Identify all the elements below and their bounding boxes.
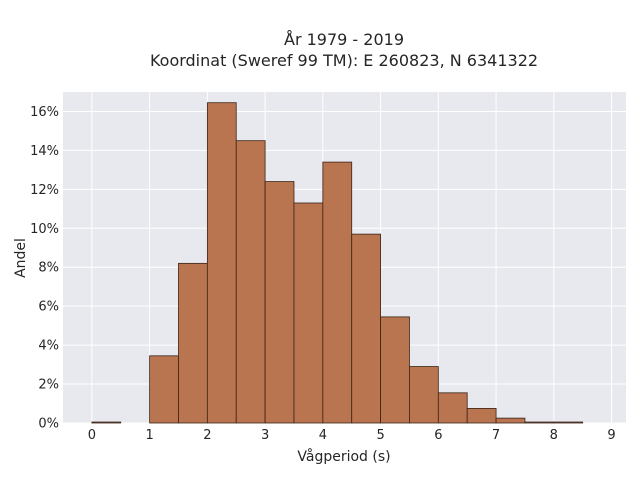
histogram-bar xyxy=(553,421,584,424)
x-tick-label: 6 xyxy=(434,428,442,443)
histogram-bar xyxy=(178,262,208,424)
histogram-bar xyxy=(495,417,526,424)
x-tick-label: 4 xyxy=(319,428,327,443)
histogram-bar xyxy=(409,366,439,424)
histogram-bar xyxy=(380,316,410,424)
histogram-bar xyxy=(524,421,555,424)
y-tick-label: 4% xyxy=(38,339,59,354)
x-tick-label: 1 xyxy=(145,428,153,443)
histogram-bar xyxy=(235,140,266,424)
x-tick-label: 9 xyxy=(607,428,615,443)
histogram-bar xyxy=(437,392,468,424)
x-axis-label: Vågperiod (s) xyxy=(297,448,390,465)
y-tick-label: 12% xyxy=(30,183,59,198)
x-tick-label: 2 xyxy=(203,428,211,443)
histogram-bar xyxy=(351,233,381,424)
y-tick-label: 16% xyxy=(30,105,59,120)
y-tick-label: 10% xyxy=(30,222,59,237)
y-tick-label: 14% xyxy=(30,144,59,159)
y-tick-label: 2% xyxy=(38,378,59,393)
x-tick-label: 8 xyxy=(550,428,558,443)
bars xyxy=(91,102,584,424)
histogram-bar xyxy=(264,181,295,424)
y-tick-label: 0% xyxy=(38,417,59,432)
histogram-bar xyxy=(322,161,353,424)
y-tick-label: 8% xyxy=(38,261,59,276)
histogram-bar xyxy=(293,202,324,424)
histogram-bar xyxy=(206,102,237,424)
x-tick-label: 7 xyxy=(492,428,500,443)
x-tick-label: 3 xyxy=(261,428,269,443)
histogram-bar xyxy=(149,355,179,424)
y-tick-label: 6% xyxy=(38,300,59,315)
y-axis-label: Andel xyxy=(13,238,29,278)
y-axis-ticks: 0% 2% 4% 6% 8% 10% 12% 14% 16% xyxy=(30,105,59,432)
chart-title-line-2: Koordinat (Sweref 99 TM): E 260823, N 63… xyxy=(150,51,538,70)
x-tick-label: 5 xyxy=(376,428,384,443)
x-axis-ticks: 0 1 2 3 4 5 6 7 8 9 xyxy=(88,428,616,443)
chart-title-line-1: År 1979 - 2019 xyxy=(284,30,404,49)
x-tick-label: 0 xyxy=(88,428,96,443)
histogram-bar xyxy=(466,407,497,424)
histogram-bar xyxy=(91,421,122,424)
